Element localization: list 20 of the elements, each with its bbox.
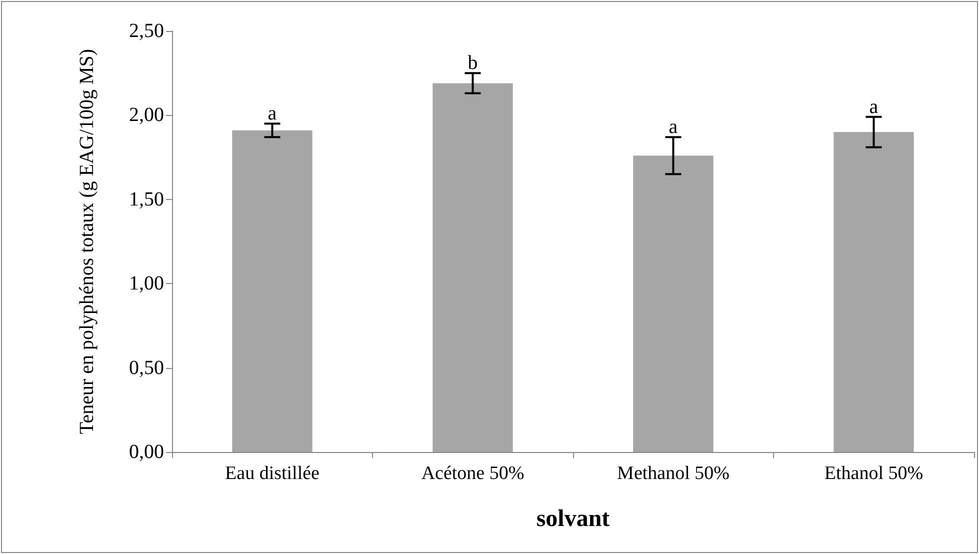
x-tick-label: Eau distillée [225, 463, 320, 484]
bar [232, 130, 312, 452]
x-axis-title: solvant [536, 506, 610, 532]
y-tick-label: 1,50 [129, 188, 164, 210]
y-tick-label: 2,00 [129, 104, 164, 126]
y-tick-label: 0,50 [129, 356, 164, 379]
y-tick-label: 0,00 [129, 441, 164, 463]
bar [834, 132, 914, 452]
bar [633, 156, 714, 452]
y-axis-title: Teneur en polyphénos totaux (g EAG/100g MS) [76, 48, 98, 434]
annotation: b [468, 52, 478, 74]
bar [432, 83, 513, 452]
annotation: a [668, 116, 678, 138]
x-tick-label: Ethanol 50% [824, 463, 924, 484]
annotation: a [268, 102, 277, 125]
annotation: a [869, 96, 878, 118]
y-tick-label: 1,00 [129, 272, 164, 295]
x-tick-label: Methanol 50% [617, 463, 730, 484]
y-tick-label: 2,50 [129, 20, 164, 42]
x-tick-label: Acétone 50% [421, 463, 524, 484]
